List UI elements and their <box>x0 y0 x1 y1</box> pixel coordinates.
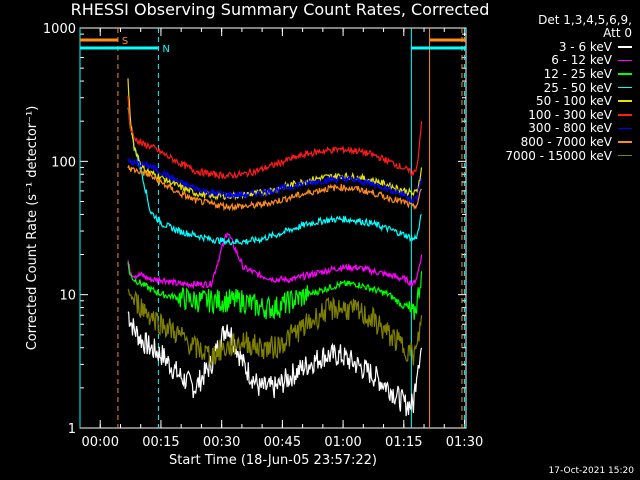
legend-label: 6 - 12 keV <box>551 53 612 68</box>
legend-swatch <box>618 127 632 130</box>
legend-swatch <box>618 59 632 62</box>
plot-frame <box>79 27 467 429</box>
x-tick-label: 00:30 <box>203 435 240 450</box>
legend-header-attenuator: Att 0 <box>603 26 632 40</box>
legend-header-detectors: Det 1,3,4,5,6,9, <box>538 13 632 27</box>
x-axis-label: Start Time (18-Jun-05 23:57:22) <box>169 453 377 468</box>
x-tick-label: 01:30 <box>446 435 483 450</box>
legend-label: 300 - 800 keV <box>528 121 612 136</box>
legend-swatch <box>618 114 632 116</box>
legend-label: 100 - 300 keV <box>528 107 612 122</box>
interval-label: N <box>162 44 169 55</box>
series-line-800-7000-kev <box>127 165 422 212</box>
series-line-100-300-kev <box>127 95 423 180</box>
legend-swatch <box>618 154 632 157</box>
legend-item: 50 - 100 keV <box>480 94 632 108</box>
legend-label: 3 - 6 keV <box>558 39 612 54</box>
x-tick-label: 00:15 <box>142 435 179 450</box>
legend-label: 800 - 7000 keV <box>520 134 612 149</box>
legend-label: 12 - 25 keV <box>543 66 612 81</box>
legend-label: 25 - 50 keV <box>543 80 612 95</box>
x-tick-label: 01:00 <box>324 435 361 450</box>
y-tick-label: 10 <box>59 289 76 304</box>
series-line-6-12-kev <box>127 232 423 290</box>
timestamp: 17-Oct-2021 15:20 <box>548 466 634 476</box>
series-line-300-800-kev <box>127 158 423 205</box>
series-line-3-6-kev <box>127 311 423 417</box>
legend-item: 12 - 25 keV <box>480 67 632 81</box>
series-line-7000-15000-kev <box>127 288 423 368</box>
legend-item: 3 - 6 keV <box>480 40 632 54</box>
legend-label: 50 - 100 keV <box>535 94 612 109</box>
legend-header: Det 1,3,4,5,6,9, Att 0 <box>520 14 632 40</box>
legend-item: 6 - 12 keV <box>480 53 632 68</box>
legend-item: 7000 - 15000 keV <box>480 149 632 163</box>
chart-title: RHESSI Observing Summary Count Rates, Co… <box>70 0 490 19</box>
y-tick-label: 1000 <box>43 22 76 37</box>
legend-item: 25 - 50 keV <box>480 81 632 95</box>
x-tick-label: 01:15 <box>385 435 422 450</box>
legend-swatch <box>618 86 632 89</box>
y-tick-label: 100 <box>51 155 76 170</box>
series-line-50-100-kev <box>127 78 423 201</box>
series-line-25-50-kev <box>127 107 422 246</box>
legend-swatch <box>618 73 632 75</box>
legend-swatch <box>618 100 632 102</box>
legend-label: 7000 - 15000 keV <box>505 148 612 163</box>
legend-swatch <box>618 46 632 48</box>
x-tick-label: 00:00 <box>82 435 119 450</box>
y-axis-label: Corrected Count Rate (s⁻¹ detector⁻¹) <box>25 106 40 351</box>
x-tick-label: 00:45 <box>264 435 301 450</box>
legend-item: 300 - 800 keV <box>480 121 632 136</box>
legend-swatch <box>618 141 632 143</box>
series-line-12-25-kev <box>127 262 423 320</box>
y-tick-label: 1 <box>68 422 76 437</box>
legend: 3 - 6 keV 6 - 12 keV 12 - 25 keV 25 - 50 ke… <box>480 40 632 163</box>
legend-item: 100 - 300 keV <box>480 108 632 122</box>
interval-label: S <box>122 36 128 47</box>
legend-item: 800 - 7000 keV <box>480 135 632 149</box>
